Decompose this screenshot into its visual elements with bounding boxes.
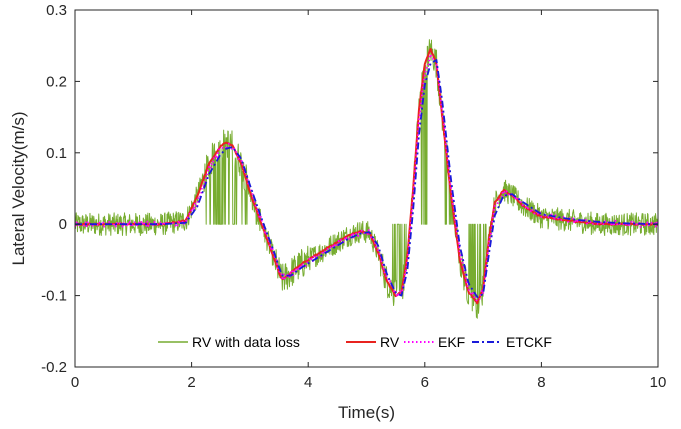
- y-tick-label: 0.2: [46, 73, 67, 90]
- y-axis-label: Lateral Velocity(m/s): [9, 112, 28, 266]
- x-tick-label: 0: [71, 374, 79, 391]
- legend-label: RV with data loss: [192, 334, 300, 350]
- series-4: [75, 59, 658, 298]
- y-tick-label: -0.2: [41, 359, 67, 376]
- legend-label: EKF: [438, 334, 465, 350]
- legend-item-3: EKF: [404, 334, 465, 350]
- x-axis-label: Time(s): [338, 403, 395, 422]
- legend-item-4: ETCKF: [472, 334, 552, 350]
- x-tick-label: 4: [304, 374, 312, 391]
- y-tick-label: -0.1: [41, 288, 67, 305]
- x-tick-label: 6: [421, 374, 429, 391]
- series-1: [75, 39, 658, 319]
- series-line-2: [75, 47, 658, 305]
- series-line-3: [75, 53, 658, 302]
- axis-ticks: [74, 9, 659, 368]
- x-tick-label: 2: [187, 374, 195, 391]
- series-line-1: [75, 39, 658, 319]
- legend-label: RV: [380, 334, 400, 350]
- plot-area-border: [74, 9, 659, 368]
- y-tick-label: 0.3: [46, 2, 67, 19]
- legend-item-1: RV with data loss: [158, 334, 300, 350]
- x-tick-label: 10: [650, 374, 667, 391]
- legend-label: ETCKF: [506, 334, 552, 350]
- legend-item-2: RV: [346, 334, 400, 350]
- series-2: [75, 47, 658, 305]
- y-tick-label: 0.1: [46, 145, 67, 162]
- legend: RV with data loss RV EKF ETCKF: [154, 331, 564, 353]
- series-layer: [75, 39, 658, 319]
- series-line-4: [75, 59, 658, 298]
- x-tick-label: 8: [537, 374, 545, 391]
- tick-labels: 0 2 4 6 8 10 -0.2 -0.1 0 0.1 0.2 0.3: [41, 2, 666, 391]
- y-tick-label: 0: [59, 216, 67, 233]
- series-3: [75, 53, 658, 302]
